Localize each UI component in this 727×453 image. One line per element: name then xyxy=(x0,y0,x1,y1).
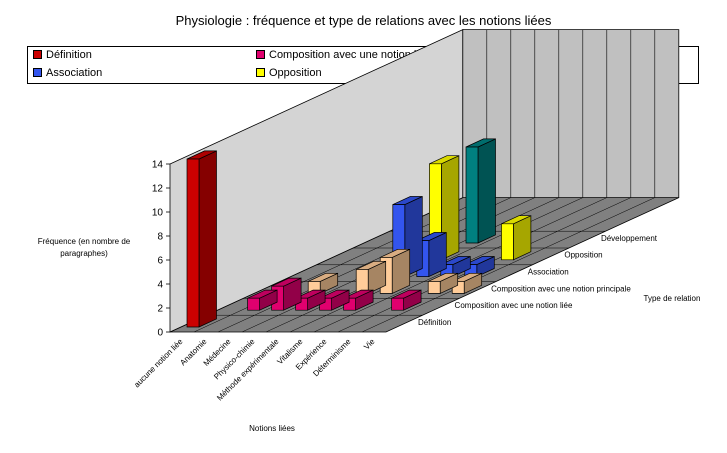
bar-composition-avec-une-notion-liee-vitalisme xyxy=(343,289,374,311)
legend-item-association: Association xyxy=(33,67,102,80)
legend-label: Composition avec une notion liée xyxy=(269,49,432,61)
y-axis-title: Fréquence (en nombre de paragraphes) xyxy=(38,237,131,258)
y-tick-label: 12 xyxy=(152,184,164,195)
chart-title: Physiologie : fréquence et type de relat… xyxy=(175,13,552,28)
bar-definition-aucune-notion-liee xyxy=(186,150,217,328)
legend-swatch xyxy=(33,67,42,77)
y-tick-label: 0 xyxy=(157,328,163,339)
y-tick-label: 14 xyxy=(152,160,164,171)
z-tick-label: Composition avec une notion principale xyxy=(491,284,631,293)
z-tick-label: Développement xyxy=(601,234,658,243)
y-tick-label: 4 xyxy=(157,280,163,291)
x-tick-label: Vie xyxy=(362,337,377,352)
y-tick-label: 6 xyxy=(157,256,163,267)
z-tick-label: Définition xyxy=(418,318,451,327)
legend-label: Définition xyxy=(46,49,92,61)
bar-composition-avec-une-notion-liee-anatomie xyxy=(247,289,278,311)
z-tick-label: Opposition xyxy=(564,251,602,260)
bar-composition-avec-une-notion-liee-determinisme xyxy=(391,289,422,311)
bar-composition-avec-une-notion-principale-methode-experimentale xyxy=(355,260,387,294)
x-tick-label: aucune notion liée xyxy=(132,337,185,390)
y-tick-label: 2 xyxy=(157,304,163,315)
z-tick-label: Association xyxy=(528,268,569,277)
legend-item-definition: Définition xyxy=(33,49,92,62)
x-axis-title: Notions liées xyxy=(249,424,295,433)
legend-item-opposition: Opposition xyxy=(256,67,322,80)
y-tick-label: 10 xyxy=(152,208,164,219)
legend-swatch xyxy=(256,67,265,77)
legend-item-composition-avec-une-notion-liee: Composition avec une notion liée xyxy=(256,49,431,62)
legend-label: Association xyxy=(46,67,103,79)
z-tick-label: Composition avec une notion liée xyxy=(455,301,573,310)
bar-composition-avec-une-notion-principale-determinisme xyxy=(427,272,459,294)
legend-label: Opposition xyxy=(269,67,322,79)
chart-bars xyxy=(186,138,532,328)
legend-swatch xyxy=(33,49,42,59)
y-tick-label: 8 xyxy=(157,232,163,243)
bar-composition-avec-une-notion-principale-medecine xyxy=(307,272,339,294)
bar-opposition-determinisme xyxy=(501,215,532,261)
z-axis-title: Type de relation xyxy=(644,294,701,303)
bar-developpement-methode-experimentale xyxy=(465,138,496,244)
legend-swatch xyxy=(256,49,265,59)
